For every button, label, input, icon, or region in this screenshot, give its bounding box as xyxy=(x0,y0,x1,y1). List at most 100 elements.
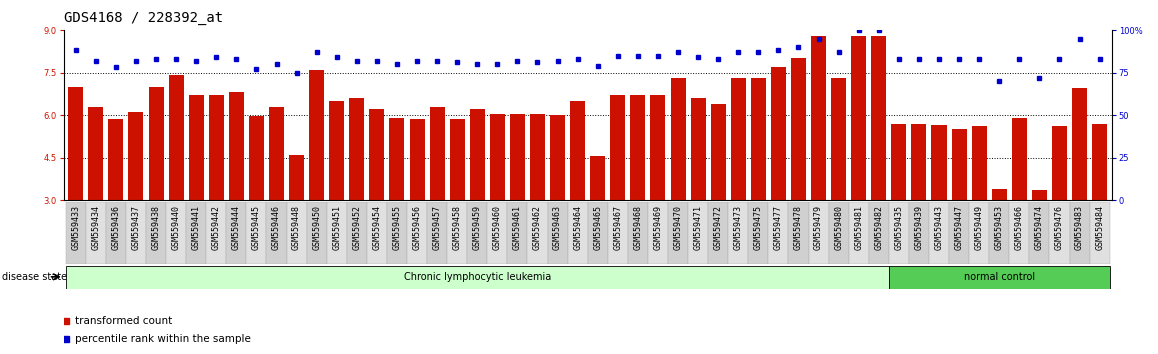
Bar xyxy=(791,58,806,200)
Text: GSM559446: GSM559446 xyxy=(272,205,281,250)
Bar xyxy=(1012,118,1027,200)
Bar xyxy=(1032,190,1047,200)
Text: GSM559465: GSM559465 xyxy=(593,205,602,250)
Bar xyxy=(771,67,786,200)
Bar xyxy=(490,114,505,200)
Bar xyxy=(247,202,266,264)
Text: disease state: disease state xyxy=(2,272,67,282)
Text: GSM559475: GSM559475 xyxy=(754,205,763,250)
Bar xyxy=(1070,202,1090,264)
Bar xyxy=(630,95,645,200)
Bar xyxy=(688,202,709,264)
Text: GSM559481: GSM559481 xyxy=(855,205,863,250)
Bar xyxy=(950,202,969,264)
Bar xyxy=(811,36,826,200)
Bar xyxy=(929,202,950,264)
Bar xyxy=(829,202,849,264)
Text: GSM559483: GSM559483 xyxy=(1075,205,1084,250)
Bar xyxy=(226,202,247,264)
Text: GSM559469: GSM559469 xyxy=(653,205,662,250)
Bar xyxy=(972,126,987,200)
Bar xyxy=(307,202,327,264)
Bar xyxy=(309,70,324,200)
Bar xyxy=(1072,88,1087,200)
Text: GSM559460: GSM559460 xyxy=(493,205,501,250)
Text: GSM559458: GSM559458 xyxy=(453,205,462,250)
Text: GSM559443: GSM559443 xyxy=(935,205,944,250)
Bar xyxy=(570,101,585,200)
Bar xyxy=(849,202,868,264)
Bar xyxy=(690,98,705,200)
Bar xyxy=(709,202,728,264)
Bar xyxy=(1010,202,1029,264)
Text: GSM559449: GSM559449 xyxy=(975,205,983,250)
Bar xyxy=(889,202,909,264)
Bar xyxy=(548,202,567,264)
Text: GSM559466: GSM559466 xyxy=(1014,205,1024,250)
Bar xyxy=(449,119,464,200)
Bar xyxy=(86,202,105,264)
Bar xyxy=(648,202,668,264)
Text: GSM559476: GSM559476 xyxy=(1055,205,1064,250)
Bar xyxy=(286,202,307,264)
Text: GSM559461: GSM559461 xyxy=(513,205,522,250)
Bar xyxy=(186,202,206,264)
Bar xyxy=(369,109,384,200)
Bar xyxy=(952,129,967,200)
Bar xyxy=(808,202,829,264)
Text: GSM559454: GSM559454 xyxy=(373,205,381,250)
Bar xyxy=(731,78,746,200)
Text: GSM559452: GSM559452 xyxy=(352,205,361,250)
Text: GDS4168 / 228392_at: GDS4168 / 228392_at xyxy=(64,11,222,25)
Text: GSM559453: GSM559453 xyxy=(995,205,1004,250)
Text: Chronic lymphocytic leukemia: Chronic lymphocytic leukemia xyxy=(404,272,551,282)
Bar xyxy=(628,202,648,264)
Text: GSM559468: GSM559468 xyxy=(633,205,643,250)
Bar xyxy=(831,78,846,200)
Bar xyxy=(711,104,726,200)
Bar xyxy=(550,115,565,200)
Text: GSM559456: GSM559456 xyxy=(412,205,422,250)
Bar xyxy=(387,202,406,264)
Text: GSM559473: GSM559473 xyxy=(734,205,742,250)
Bar xyxy=(587,202,608,264)
Text: percentile rank within the sample: percentile rank within the sample xyxy=(75,334,251,344)
Text: GSM559436: GSM559436 xyxy=(111,205,120,250)
Bar xyxy=(350,98,365,200)
Bar xyxy=(126,202,146,264)
Text: GSM559447: GSM559447 xyxy=(954,205,963,250)
Bar xyxy=(467,202,488,264)
Bar xyxy=(989,202,1010,264)
Text: GSM559462: GSM559462 xyxy=(533,205,542,250)
Bar xyxy=(109,119,124,200)
Text: GSM559448: GSM559448 xyxy=(292,205,301,250)
Text: GSM559455: GSM559455 xyxy=(393,205,402,250)
Text: GSM559467: GSM559467 xyxy=(614,205,622,250)
Bar xyxy=(427,202,447,264)
Text: GSM559437: GSM559437 xyxy=(132,205,140,250)
Text: GSM559435: GSM559435 xyxy=(894,205,903,250)
Bar xyxy=(1090,202,1109,264)
Text: normal control: normal control xyxy=(963,272,1035,282)
Bar xyxy=(166,202,186,264)
Bar xyxy=(1049,202,1070,264)
Bar xyxy=(266,202,286,264)
Text: GSM559445: GSM559445 xyxy=(252,205,261,250)
Text: GSM559442: GSM559442 xyxy=(212,205,221,250)
Bar xyxy=(206,202,226,264)
Bar xyxy=(329,101,344,200)
Bar xyxy=(470,109,485,200)
Bar xyxy=(769,202,789,264)
Text: GSM559434: GSM559434 xyxy=(91,205,101,250)
Bar xyxy=(889,266,1109,289)
Bar xyxy=(1092,124,1107,200)
Bar xyxy=(169,75,184,200)
Text: GSM559433: GSM559433 xyxy=(72,205,80,250)
Text: GSM559459: GSM559459 xyxy=(472,205,482,250)
Bar xyxy=(148,87,163,200)
Bar xyxy=(447,202,467,264)
Bar xyxy=(290,155,305,200)
Bar xyxy=(750,78,765,200)
Bar xyxy=(608,202,628,264)
Bar xyxy=(488,202,507,264)
